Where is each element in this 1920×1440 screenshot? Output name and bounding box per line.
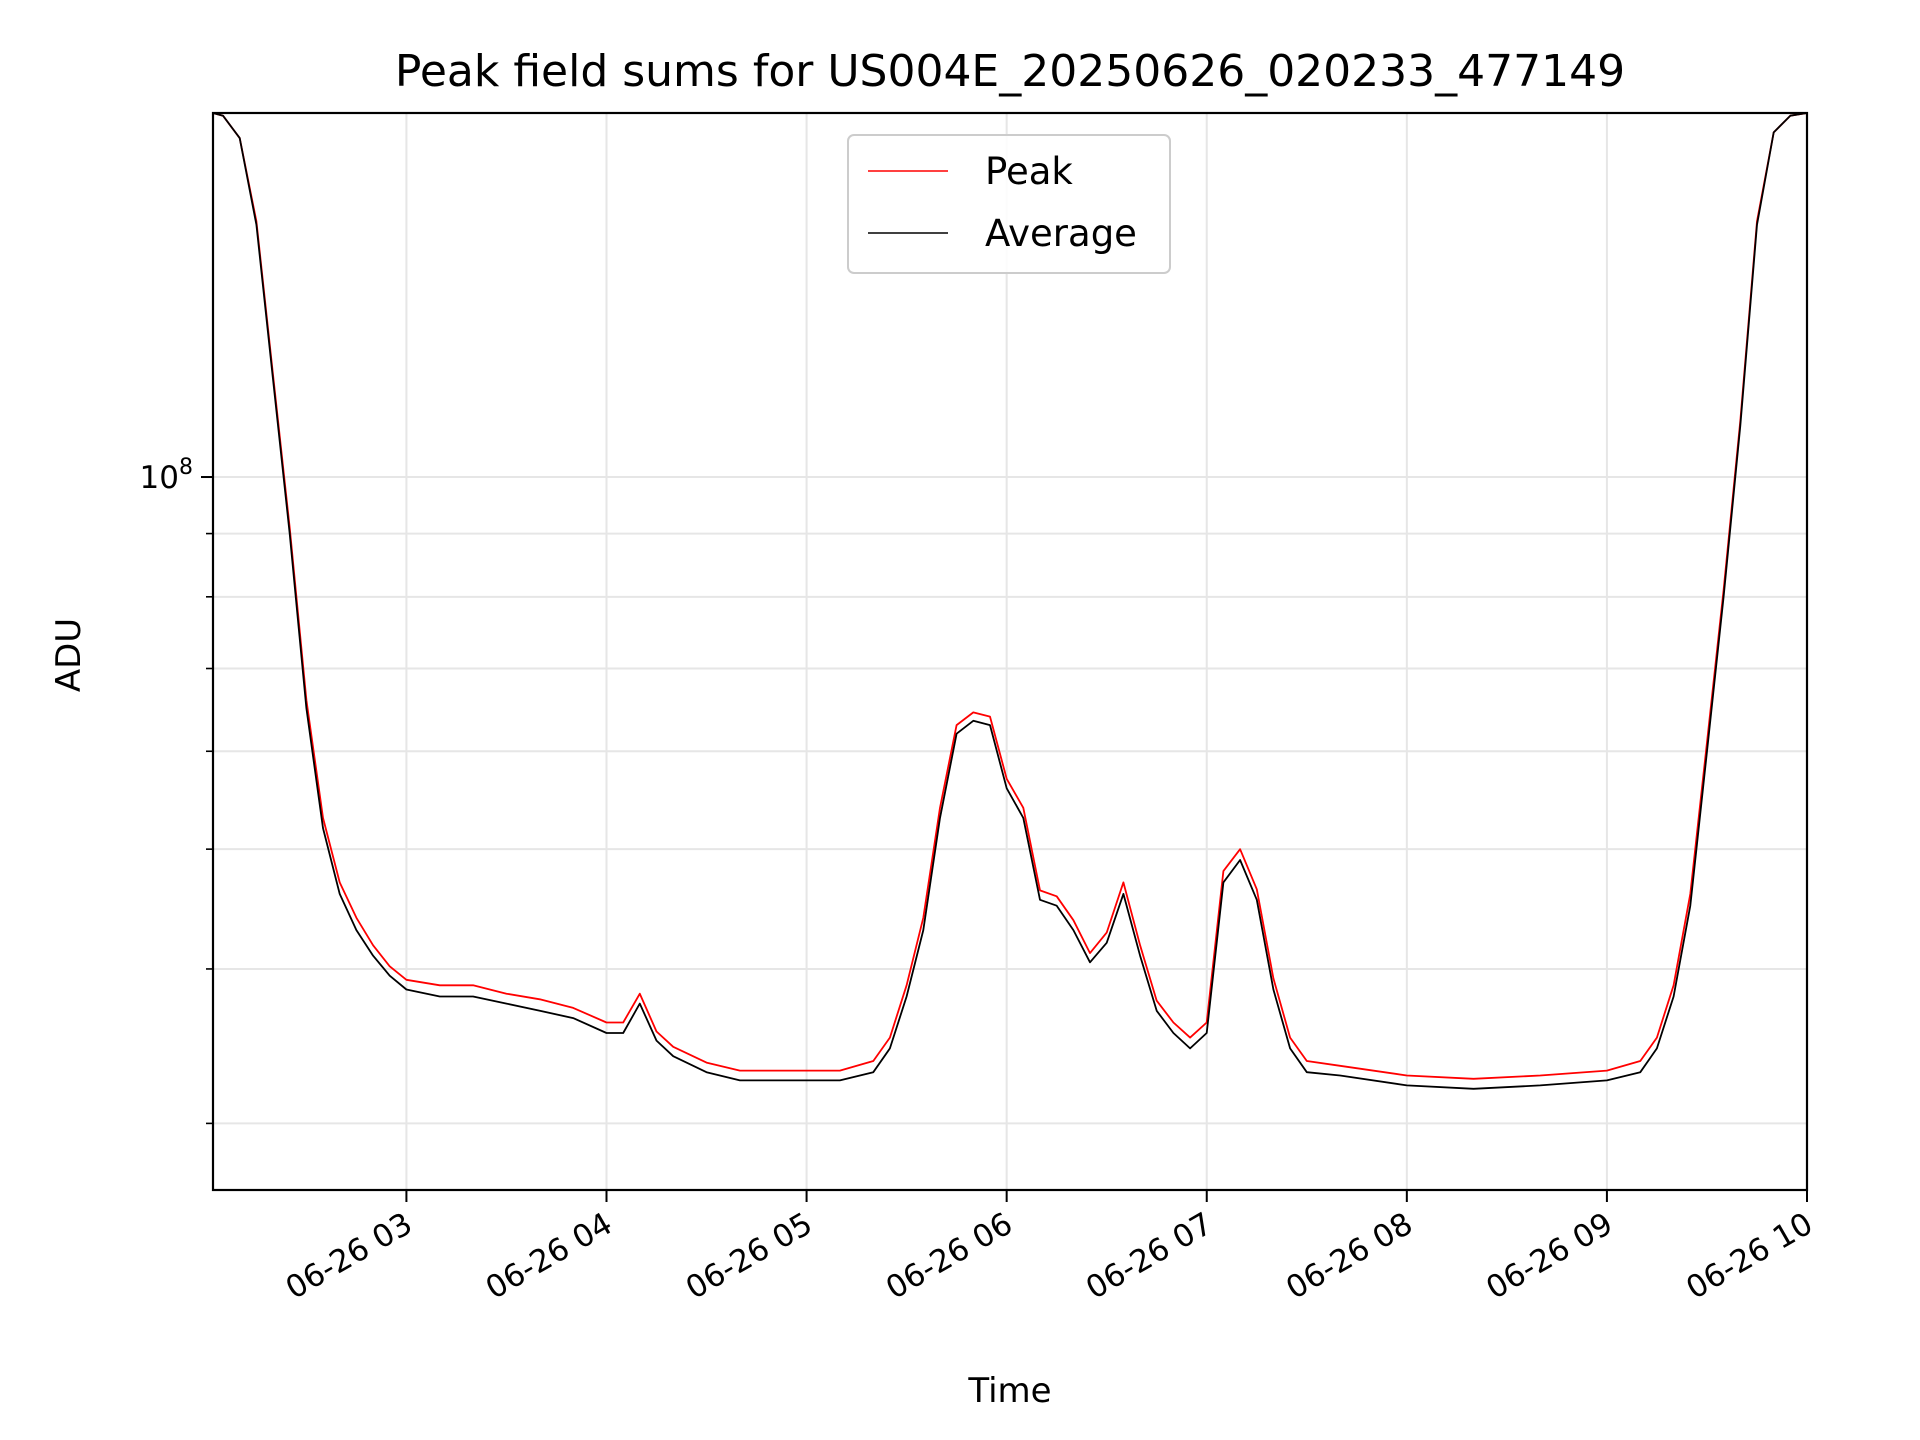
legend: Peak Average xyxy=(847,134,1171,274)
series-lines xyxy=(212,112,1808,1090)
grid xyxy=(213,113,1807,1190)
x-axis-label: Time xyxy=(967,1371,1051,1411)
y-axis-label: ADU xyxy=(49,618,89,692)
legend-label-average: Average xyxy=(985,212,1137,255)
chart-title: Peak field sums for US004E_20250626_0202… xyxy=(395,46,1625,97)
plot-frame xyxy=(211,111,1809,1192)
legend-label-peak: Peak xyxy=(985,150,1073,193)
legend-box xyxy=(847,134,1171,274)
series-line-peak xyxy=(212,112,1808,1080)
series-line-average xyxy=(212,112,1808,1090)
y-tick-label: 108 xyxy=(140,455,193,496)
